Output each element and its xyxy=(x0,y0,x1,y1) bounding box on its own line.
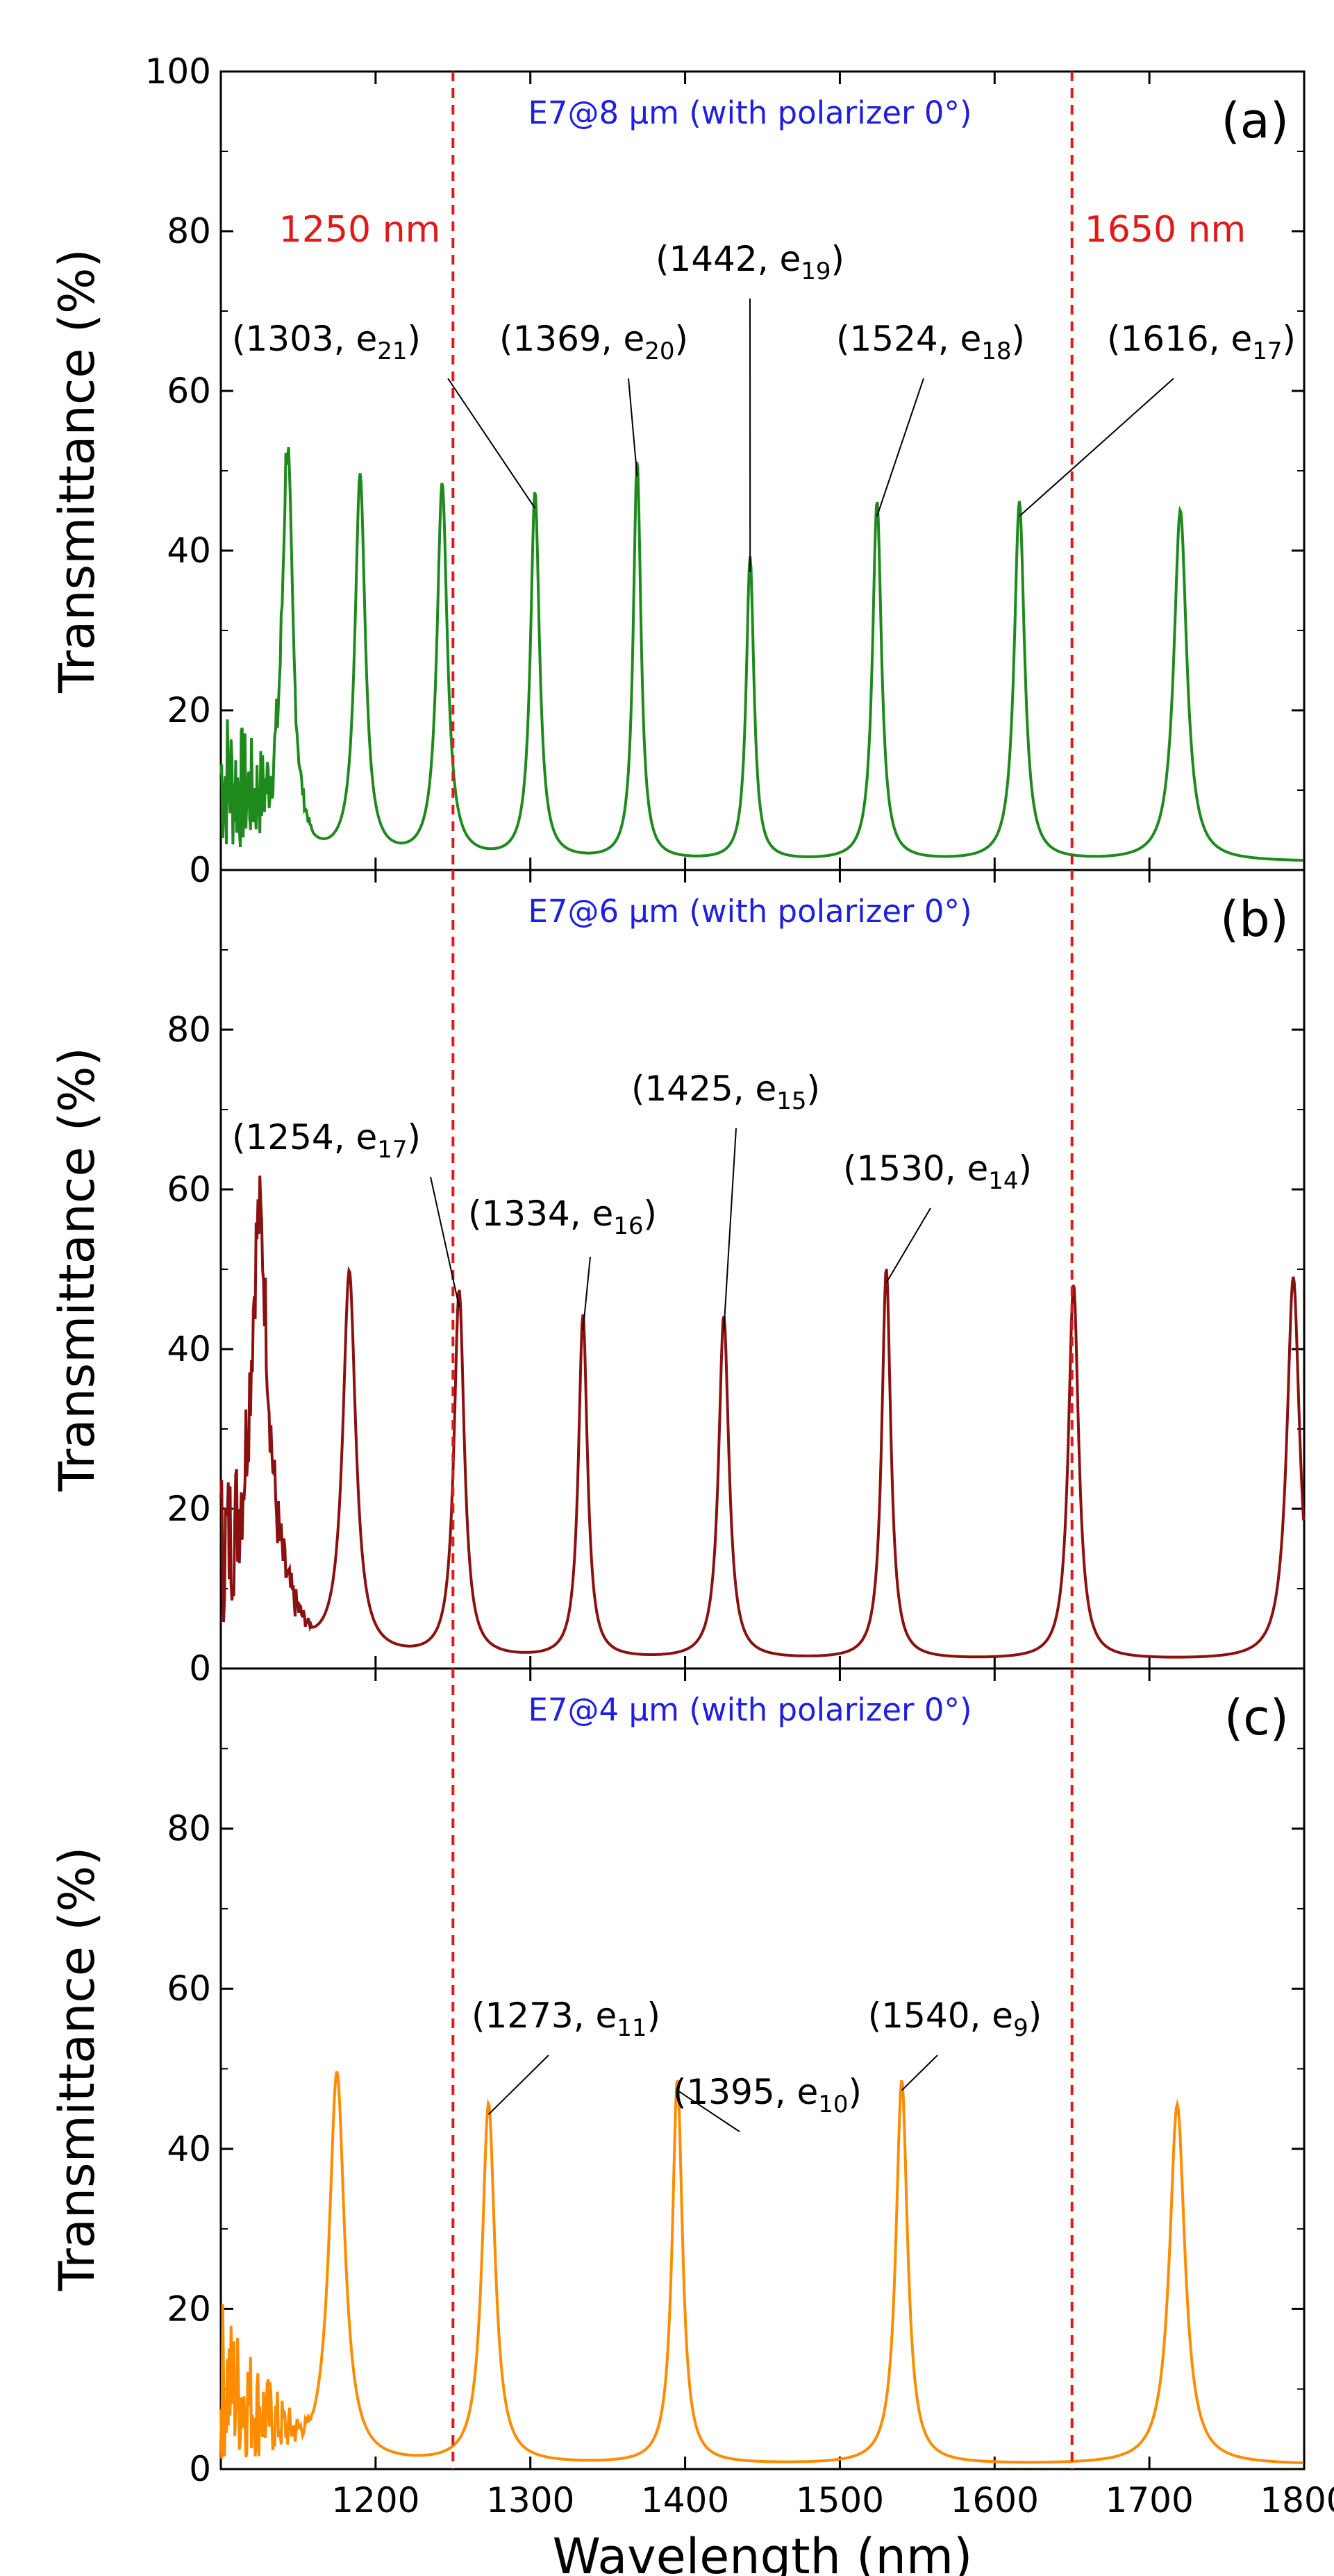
y-tick-label: 80 xyxy=(167,1809,211,1849)
annotation-leader xyxy=(628,378,638,477)
annotation-leader xyxy=(901,2055,938,2091)
annotation-leader xyxy=(487,2055,549,2115)
peak-annotation: (1530, e14) xyxy=(843,1148,1032,1195)
y-axis-title: Transmittance (%) xyxy=(49,1047,106,1492)
annotation-leader xyxy=(430,1176,460,1307)
x-tick-label: 1800 xyxy=(1260,2480,1334,2520)
peak-annotation: (1369, e20) xyxy=(499,319,688,365)
peak-annotation: (1273, e11) xyxy=(472,1996,660,2042)
peak-annotation: (1303, e21) xyxy=(232,319,421,365)
y-tick-label: 100 xyxy=(145,51,211,92)
peak-annotation: (1540, e9) xyxy=(868,1996,1042,2042)
peak-annotation: (1442, e19) xyxy=(656,239,844,285)
y-tick-label: 20 xyxy=(167,1489,211,1529)
annotation-leader xyxy=(582,1256,591,1331)
y-tick-label: 40 xyxy=(167,2129,211,2169)
annotation-leader xyxy=(723,1128,737,1331)
x-tick-label: 1200 xyxy=(331,2480,419,2520)
annotation-leader xyxy=(885,1207,931,1284)
annotation-leader xyxy=(447,378,536,509)
y-tick-label: 60 xyxy=(167,371,211,411)
spectrum-series xyxy=(219,1176,1306,1659)
y-tick-label: 0 xyxy=(189,2449,211,2489)
y-tick-label: 20 xyxy=(167,690,211,730)
y-tick-label: 0 xyxy=(189,1648,211,1689)
peak-annotation: (1616, e17) xyxy=(1107,319,1296,365)
x-tick-label: 1400 xyxy=(641,2480,729,2520)
y-tick-label: 80 xyxy=(167,1010,211,1050)
reference-label-1250: 1250 nm xyxy=(279,209,440,251)
peak-annotation: (1395, e10) xyxy=(673,2072,862,2118)
spectrum-series xyxy=(219,2071,1304,2465)
spectrum-series xyxy=(219,446,1304,862)
reference-label-1650: 1650 nm xyxy=(1085,209,1246,251)
panel-title: E7@6 μm (with polarizer 0°) xyxy=(528,893,972,930)
peak-annotation: (1254, e17) xyxy=(232,1117,421,1164)
annotation-leader xyxy=(676,2089,740,2132)
panel-b: 0 20 40 60 80 Transmittance (%) E7@6 μm (with … xyxy=(49,869,1306,1689)
annotation-leader xyxy=(1019,378,1174,517)
y-tick-label: 0 xyxy=(189,850,211,890)
panel-title: E7@8 μm (with polarizer 0°) xyxy=(528,94,972,131)
panel-label: (a) xyxy=(1221,92,1289,149)
peak-annotation: (1524, e18) xyxy=(836,319,1025,365)
y-tick-label: 20 xyxy=(167,2289,211,2329)
x-tick-label: 1700 xyxy=(1106,2480,1194,2520)
y-axis-title: Transmittance (%) xyxy=(49,249,106,694)
y-axis-title: Transmittance (%) xyxy=(49,1847,106,2292)
panel-c: 0 20 40 60 80 1200 1300 1400 1500 1600 1700 1800 Tra… xyxy=(49,1667,1334,2576)
y-tick-label: 40 xyxy=(167,530,211,571)
peak-annotation: (1334, e16) xyxy=(468,1194,657,1240)
annotation-leader xyxy=(876,378,924,517)
plot-frame xyxy=(219,70,1306,871)
y-tick-label: 40 xyxy=(167,1329,211,1369)
peak-annotation: (1425, e15) xyxy=(631,1069,820,1115)
panel-label: (b) xyxy=(1220,891,1289,948)
x-axis-title: Wavelength (nm) xyxy=(553,2528,973,2576)
y-tick-label: 80 xyxy=(167,211,211,251)
plot-frame xyxy=(219,1667,1306,2470)
y-tick-label: 60 xyxy=(167,1169,211,1210)
panel-title: E7@4 μm (with polarizer 0°) xyxy=(528,1691,972,1728)
panel-label: (c) xyxy=(1224,1689,1289,1746)
y-tick-label: 60 xyxy=(167,1968,211,2009)
x-tick-label: 1500 xyxy=(796,2480,884,2520)
panel-a: 0 20 40 60 80 100 Transmittance (%) 1250 nm 1650… xyxy=(49,51,1306,890)
x-tick-label: 1300 xyxy=(486,2480,574,2520)
x-tick-label: 1600 xyxy=(951,2480,1039,2520)
plot-frame xyxy=(219,869,1306,1670)
